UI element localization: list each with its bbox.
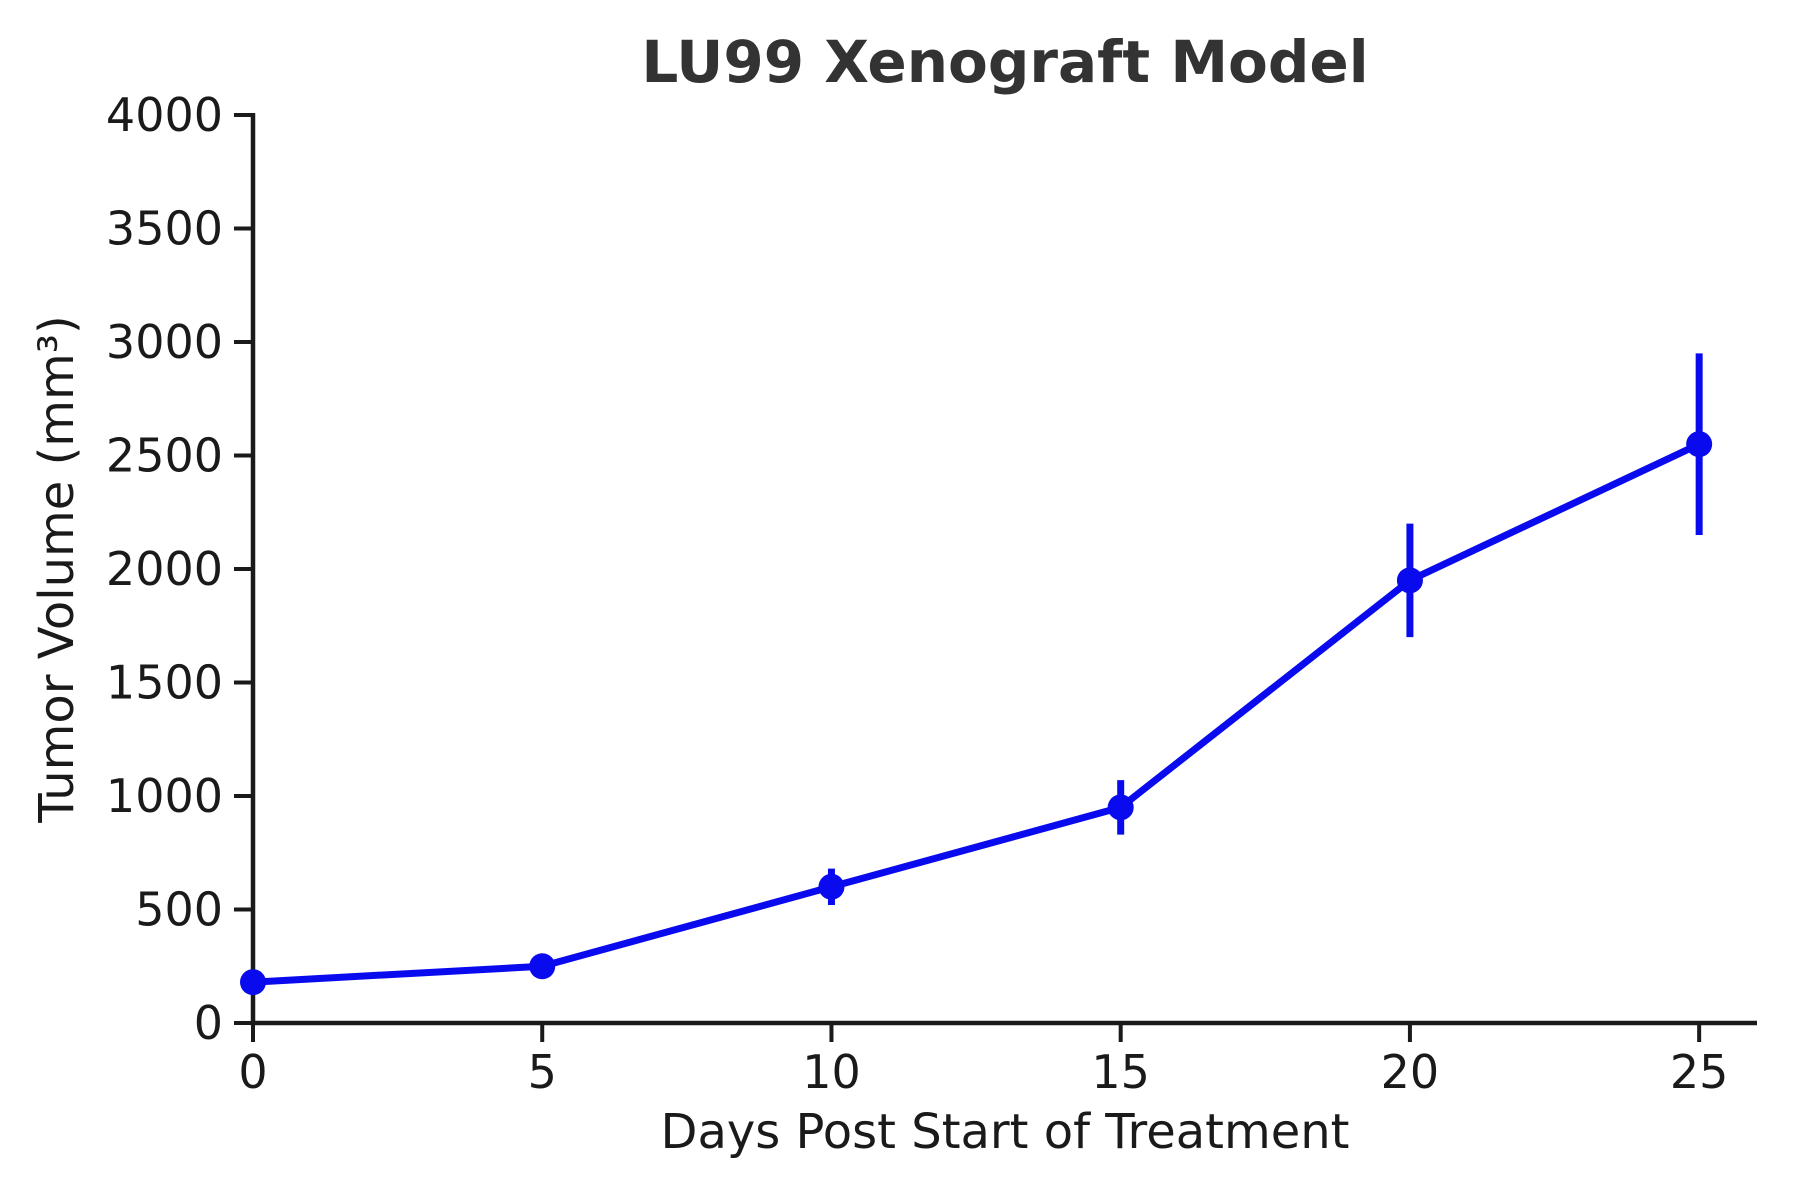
y-tick-label: 2500	[106, 429, 223, 483]
x-tick-label: 0	[238, 1045, 267, 1099]
data-point-marker	[240, 969, 266, 996]
y-tick-label: 500	[135, 883, 223, 937]
data-point-marker	[1107, 794, 1134, 821]
y-tick-label: 0	[194, 996, 223, 1050]
data-point-marker	[818, 873, 845, 900]
y-tick-label: 3000	[106, 315, 223, 369]
x-tick-label: 15	[1091, 1045, 1150, 1099]
x-tick-label: 20	[1381, 1045, 1440, 1099]
data-point-marker	[529, 953, 556, 980]
data-line	[249, 440, 1703, 986]
data-point-marker	[1396, 567, 1423, 594]
x-tick-label: 25	[1670, 1045, 1729, 1099]
chart-title: LU99 Xenograft Model	[641, 28, 1369, 96]
y-tick-label: 1500	[106, 656, 223, 710]
y-tick-label: 1000	[106, 769, 223, 823]
x-tick-label: 10	[802, 1045, 861, 1099]
x-tick-label: 5	[528, 1045, 557, 1099]
y-tick-label: 2000	[106, 542, 223, 596]
x-axis-label: Days Post Start of Treatment	[660, 1104, 1350, 1160]
y-tick-label: 4000	[106, 88, 223, 142]
y-tick-label: 3500	[106, 202, 223, 256]
data-point-marker	[1686, 431, 1713, 458]
